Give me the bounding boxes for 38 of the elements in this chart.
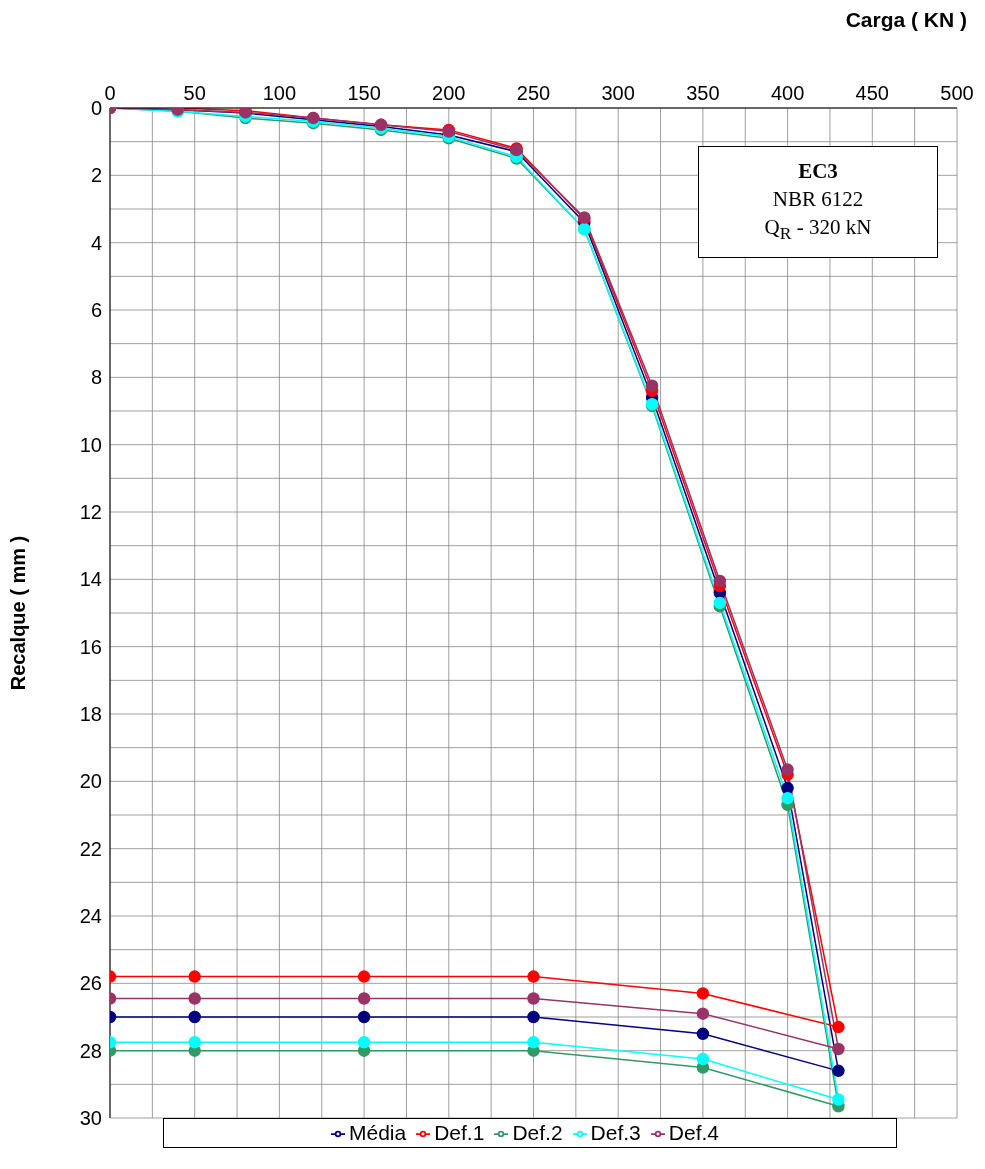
x-tick-label: 500 bbox=[940, 82, 974, 104]
x-tick-label: 50 bbox=[183, 82, 206, 104]
x-tick-label: 250 bbox=[516, 82, 551, 104]
x-axis-title: Carga ( KN ) bbox=[845, 8, 967, 32]
legend-label: Média bbox=[348, 1121, 407, 1144]
y-tick-label: 26 bbox=[79, 972, 102, 995]
y-tick-label: 22 bbox=[79, 837, 102, 860]
x-tick-label: 300 bbox=[601, 82, 635, 104]
y-tick-label: 4 bbox=[90, 231, 102, 254]
legend-label: Def.2 bbox=[512, 1121, 563, 1144]
y-tick-label: 0 bbox=[90, 97, 102, 120]
x-tick-label: 400 bbox=[770, 82, 805, 104]
y-tick-label: 24 bbox=[79, 905, 102, 928]
y-axis-title: Recalque ( mm ) bbox=[7, 535, 30, 691]
x-tick-label: 350 bbox=[686, 82, 720, 104]
y-tick-label: 8 bbox=[90, 366, 102, 389]
note-box: EC3 NBR 6122 Q$_{R}$ - 320 kN bbox=[698, 146, 938, 259]
x-tick-label: 200 bbox=[432, 82, 466, 104]
y-tick-label: 6 bbox=[90, 299, 102, 322]
x-tick-label: 150 bbox=[347, 82, 381, 104]
legend-label: Def.3 bbox=[590, 1121, 641, 1144]
x-tick-label: 100 bbox=[262, 82, 297, 104]
y-tick-label: 10 bbox=[79, 433, 102, 456]
y-tick-label: 2 bbox=[90, 164, 102, 187]
x-tick-label: 450 bbox=[855, 82, 889, 104]
y-tick-label: 16 bbox=[79, 635, 102, 658]
y-tick-label: 28 bbox=[79, 1039, 102, 1062]
x-tick-label: 0 bbox=[104, 82, 116, 104]
y-tick-label: 18 bbox=[79, 703, 102, 726]
annotation: Q$_{R}$ - 320 kN bbox=[763, 214, 873, 246]
annotation: EC3 bbox=[797, 158, 839, 185]
y-tick-label: 12 bbox=[79, 501, 102, 524]
legend-label: Def.4 bbox=[668, 1121, 719, 1144]
y-tick-label: 30 bbox=[79, 1107, 102, 1130]
legend-label: Def.1 bbox=[434, 1121, 485, 1144]
y-tick-label: 20 bbox=[79, 770, 102, 793]
y-tick-label: 14 bbox=[79, 568, 102, 591]
annotation: NBR 6122 bbox=[771, 186, 865, 213]
